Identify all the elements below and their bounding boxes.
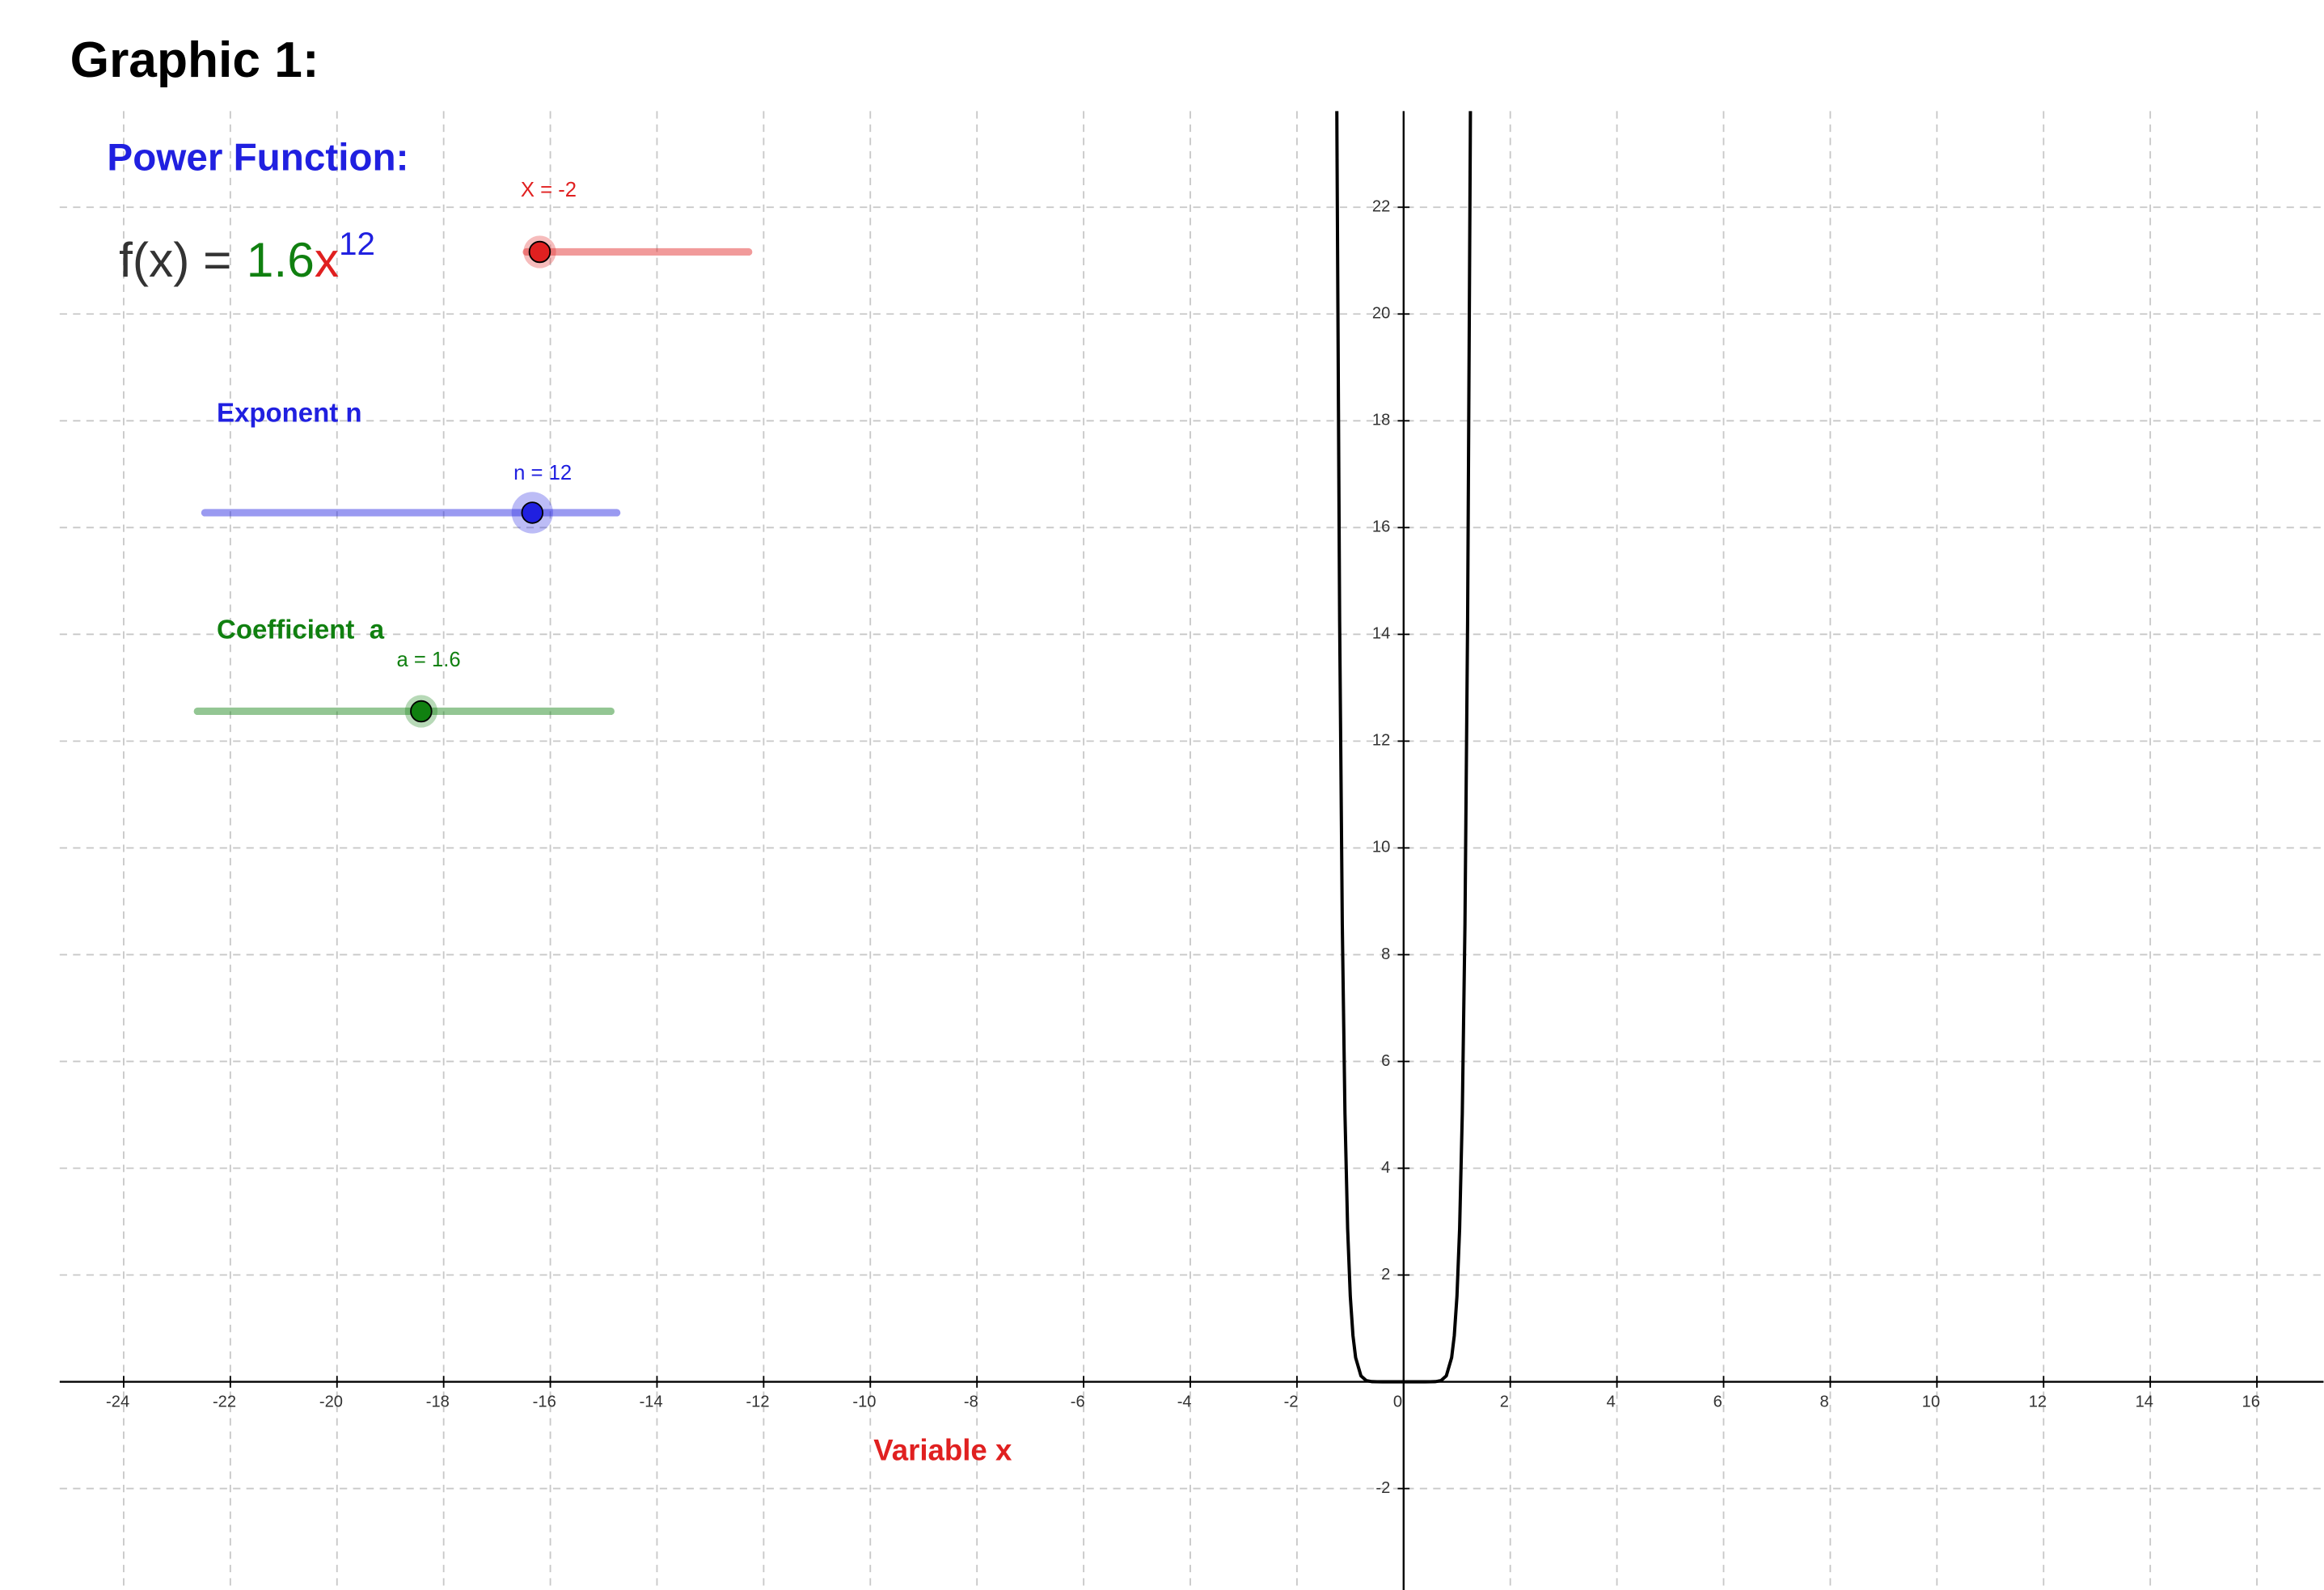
- y-tick-label: 14: [1372, 625, 1390, 643]
- formula: f(x) = 1.6x12: [119, 226, 375, 287]
- y-tick-label: 6: [1381, 1052, 1390, 1070]
- y-tick-label: 16: [1372, 518, 1390, 536]
- x-tick-label: 0: [1393, 1393, 1402, 1411]
- y-tick-label: 22: [1372, 198, 1390, 216]
- x-tick-label: -10: [852, 1393, 876, 1411]
- x-tick-label: -14: [640, 1393, 663, 1411]
- chart-title: Graphic 1:: [70, 32, 319, 88]
- x-tick-label: -18: [426, 1393, 450, 1411]
- x-tick-label: -4: [1177, 1393, 1192, 1411]
- x-axis-label: Variable x: [873, 1433, 1012, 1466]
- x-tick-label: -6: [1071, 1393, 1085, 1411]
- slider-knob[interactable]: [521, 501, 544, 524]
- slider-label: n = 12: [513, 462, 572, 484]
- x-tick-label: 10: [1922, 1393, 1940, 1411]
- x-tick-label: -12: [746, 1393, 769, 1411]
- slider-name: Exponent n: [217, 398, 362, 428]
- slider-knob[interactable]: [528, 240, 551, 264]
- x-tick-label: -20: [319, 1393, 343, 1411]
- y-tick-label: -2: [1375, 1479, 1390, 1497]
- x-tick-label: 8: [1819, 1393, 1828, 1411]
- y-tick-label: 20: [1372, 305, 1390, 323]
- y-tick-label: 18: [1372, 412, 1390, 429]
- x-tick-label: 14: [2136, 1393, 2153, 1411]
- subtitle: Power Function:: [107, 136, 408, 179]
- x-tick-label: -16: [533, 1393, 556, 1411]
- x-tick-label: -2: [1284, 1393, 1299, 1411]
- formula-variable: x: [315, 232, 339, 287]
- y-tick-label: 12: [1372, 732, 1390, 750]
- x-tick-label: 2: [1500, 1393, 1509, 1411]
- y-tick-label: 8: [1381, 945, 1390, 963]
- x-tick-label: -22: [213, 1393, 236, 1411]
- y-tick-label: 4: [1381, 1159, 1390, 1177]
- function-curve: [1335, 111, 1473, 1384]
- formula-exponent: 12: [339, 226, 375, 262]
- plot-area: [1335, 111, 1473, 1384]
- slider-name: Coefficient a: [217, 614, 385, 644]
- formula-lhs: f(x) =: [119, 232, 231, 287]
- slider-x[interactable]: X = -2: [521, 179, 753, 269]
- slider-a[interactable]: Coefficient a a = 1.6: [193, 614, 615, 728]
- x-tick-label: 12: [2029, 1393, 2047, 1411]
- slider-label: X = -2: [521, 179, 577, 201]
- x-tick-label: 6: [1713, 1393, 1722, 1411]
- grid: -24 -22 -20 -18 -16 -14 -12 -10 -8 -6 -4 -2 0 2 4 6 8 10 1…: [59, 111, 2324, 1590]
- x-tick-label: -8: [964, 1393, 978, 1411]
- formula-coefficient: 1.6: [247, 232, 315, 287]
- slider-n[interactable]: Exponent n n = 12: [201, 398, 621, 534]
- y-tick-label: 2: [1381, 1266, 1390, 1283]
- y-tick-label: 10: [1372, 839, 1390, 856]
- x-tick-label: 4: [1607, 1393, 1616, 1411]
- x-tick-label: -24: [106, 1393, 129, 1411]
- x-tick-label: 16: [2242, 1393, 2260, 1411]
- slider-label: a = 1.6: [396, 649, 460, 671]
- slider-knob[interactable]: [410, 700, 433, 723]
